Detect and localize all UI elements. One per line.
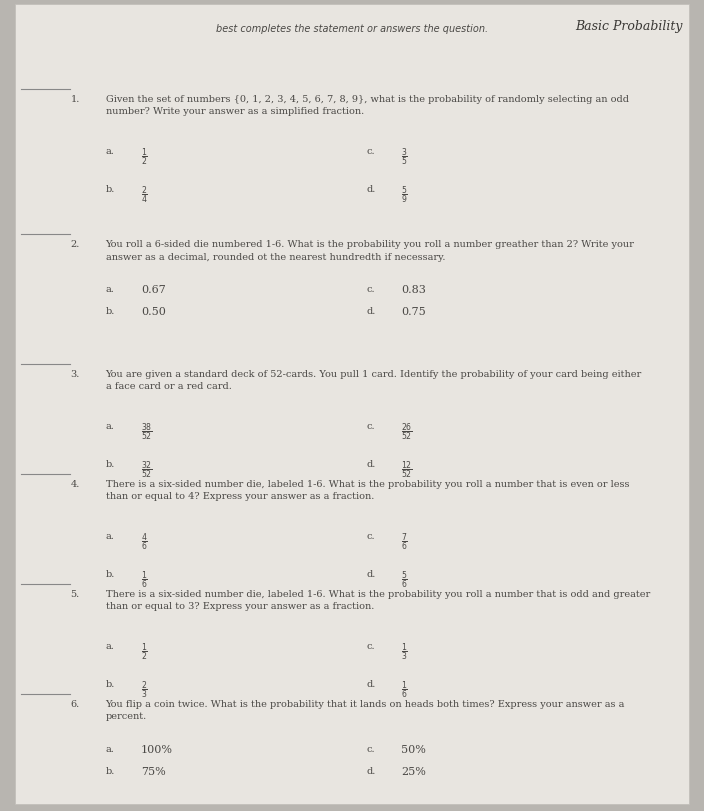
Text: $\frac{4}{6}$: $\frac{4}{6}$	[141, 531, 148, 553]
Text: $\frac{32}{52}$: $\frac{32}{52}$	[141, 460, 153, 481]
Text: d.: d.	[366, 569, 375, 578]
Text: There is a six-sided number die, labeled 1-6. What is the probability you roll a: There is a six-sided number die, labeled…	[106, 479, 629, 501]
Text: 100%: 100%	[141, 744, 172, 754]
Text: b.: b.	[106, 307, 115, 315]
FancyBboxPatch shape	[15, 5, 689, 804]
Text: $\frac{5}{9}$: $\frac{5}{9}$	[401, 185, 408, 206]
Text: 0.75: 0.75	[401, 307, 426, 316]
Text: 0.83: 0.83	[401, 285, 426, 294]
Text: a.: a.	[106, 147, 115, 156]
Text: There is a six-sided number die, labeled 1-6. What is the probability you roll a: There is a six-sided number die, labeled…	[106, 590, 650, 611]
Text: d.: d.	[366, 307, 375, 315]
Text: $\frac{5}{6}$: $\frac{5}{6}$	[401, 569, 408, 590]
Text: d.: d.	[366, 460, 375, 469]
Text: c.: c.	[366, 285, 375, 294]
Text: b.: b.	[106, 185, 115, 194]
Text: a.: a.	[106, 285, 115, 294]
Text: c.: c.	[366, 531, 375, 540]
Text: 4.: 4.	[70, 479, 80, 488]
Text: b.: b.	[106, 766, 115, 775]
Text: You flip a coin twice. What is the probability that it lands on heads both times: You flip a coin twice. What is the proba…	[106, 699, 625, 721]
Text: a.: a.	[106, 744, 115, 753]
Text: $\frac{12}{52}$: $\frac{12}{52}$	[401, 460, 413, 481]
Text: 1.: 1.	[70, 95, 80, 104]
Text: a.: a.	[106, 422, 115, 431]
Text: a.: a.	[106, 531, 115, 540]
Text: c.: c.	[366, 422, 375, 431]
Text: c.: c.	[366, 642, 375, 650]
Text: $\frac{1}{6}$: $\frac{1}{6}$	[401, 679, 408, 701]
Text: d.: d.	[366, 766, 375, 775]
Text: You roll a 6-sided die numbered 1-6. What is the probability you roll a number g: You roll a 6-sided die numbered 1-6. Wha…	[106, 240, 634, 261]
Text: $\frac{1}{2}$: $\frac{1}{2}$	[141, 642, 148, 663]
Text: $\frac{3}{5}$: $\frac{3}{5}$	[401, 147, 408, 168]
Text: d.: d.	[366, 185, 375, 194]
Text: $\frac{26}{52}$: $\frac{26}{52}$	[401, 422, 413, 443]
Text: $\frac{1}{6}$: $\frac{1}{6}$	[141, 569, 148, 590]
Text: best completes the statement or answers the question.: best completes the statement or answers …	[216, 24, 488, 34]
Text: 0.50: 0.50	[141, 307, 165, 316]
Text: $\frac{2}{4}$: $\frac{2}{4}$	[141, 185, 148, 206]
Text: c.: c.	[366, 147, 375, 156]
Text: You are given a standard deck of 52-cards. You pull 1 card. Identify the probabi: You are given a standard deck of 52-card…	[106, 370, 642, 391]
Text: 0.67: 0.67	[141, 285, 165, 294]
Text: 5.: 5.	[70, 590, 80, 599]
Text: 75%: 75%	[141, 766, 165, 776]
Text: b.: b.	[106, 569, 115, 578]
Text: $\frac{1}{2}$: $\frac{1}{2}$	[141, 147, 148, 168]
Text: 2.: 2.	[70, 240, 80, 249]
Text: a.: a.	[106, 642, 115, 650]
Text: 3.: 3.	[70, 370, 80, 379]
Text: Given the set of numbers {0, 1, 2, 3, 4, 5, 6, 7, 8, 9}, what is the probability: Given the set of numbers {0, 1, 2, 3, 4,…	[106, 95, 629, 116]
Text: 6.: 6.	[70, 699, 80, 708]
Text: b.: b.	[106, 460, 115, 469]
Text: d.: d.	[366, 679, 375, 689]
Text: Basic Probability: Basic Probability	[575, 20, 683, 33]
Text: $\frac{2}{3}$: $\frac{2}{3}$	[141, 679, 148, 701]
Text: $\frac{7}{6}$: $\frac{7}{6}$	[401, 531, 408, 553]
Text: c.: c.	[366, 744, 375, 753]
Text: 25%: 25%	[401, 766, 426, 776]
Text: $\frac{38}{52}$: $\frac{38}{52}$	[141, 422, 153, 443]
Text: $\frac{1}{3}$: $\frac{1}{3}$	[401, 642, 408, 663]
Text: b.: b.	[106, 679, 115, 689]
Text: 50%: 50%	[401, 744, 426, 754]
